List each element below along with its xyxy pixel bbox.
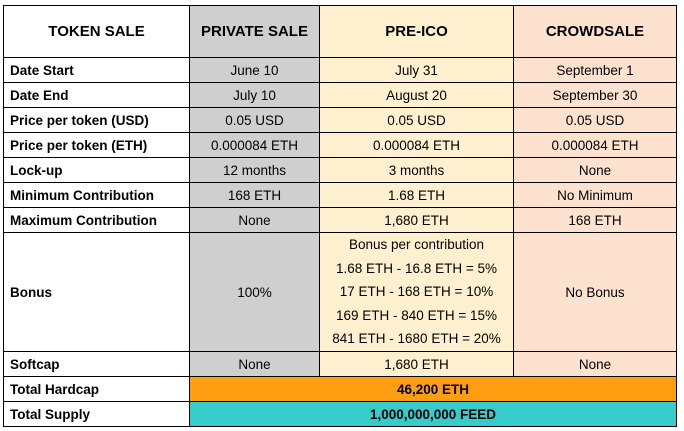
row-total-supply: Total Supply 1,000,000,000 FEED bbox=[3, 401, 677, 427]
row-total-hardcap: Total Hardcap 46,200 ETH bbox=[3, 376, 677, 402]
private-sale-cell: 0.05 USD bbox=[189, 107, 320, 133]
crowdsale-cell: None bbox=[513, 157, 677, 183]
row-label: Total Supply bbox=[3, 401, 190, 427]
pre-ico-cell: 0.05 USD bbox=[319, 107, 514, 133]
row-label: Date End bbox=[3, 82, 190, 108]
pre-ico-cell: August 20 bbox=[319, 82, 514, 108]
private-sale-cell: None bbox=[189, 351, 320, 377]
bonus-line: Bonus per contribution bbox=[348, 237, 485, 253]
row-label: Maximum Contribution bbox=[3, 207, 190, 233]
row-label: Price per token (ETH) bbox=[3, 132, 190, 158]
private-sale-cell: 12 months bbox=[189, 157, 320, 183]
private-sale-cell: None bbox=[189, 207, 320, 233]
pre-ico-cell: 1,680 ETH bbox=[319, 351, 514, 377]
pre-ico-cell: 3 months bbox=[319, 157, 514, 183]
row-date-end: Date End July 10 August 20 September 30 bbox=[3, 82, 677, 108]
header-row: TOKEN SALE PRIVATE SALE PRE-ICO CROWDSAL… bbox=[3, 5, 677, 58]
bonus-line: 1.68 ETH - 16.8 ETH = 5% bbox=[336, 260, 497, 276]
row-label: Date Start bbox=[3, 57, 190, 83]
row-max-contribution: Maximum Contribution None 1,680 ETH 168 … bbox=[3, 207, 677, 233]
private-sale-cell: 100% bbox=[189, 232, 320, 352]
crowdsale-cell: September 30 bbox=[513, 82, 677, 108]
pre-ico-bonus-cell: Bonus per contribution 1.68 ETH - 16.8 E… bbox=[319, 232, 514, 352]
pre-ico-cell: 1.68 ETH bbox=[319, 182, 514, 208]
crowdsale-cell: None bbox=[513, 351, 677, 377]
row-label: Minimum Contribution bbox=[3, 182, 190, 208]
private-sale-cell: July 10 bbox=[189, 82, 320, 108]
bonus-line: 169 ETH - 840 ETH = 15% bbox=[336, 307, 497, 323]
row-label: Lock-up bbox=[3, 157, 190, 183]
token-sale-table: TOKEN SALE PRIVATE SALE PRE-ICO CROWDSAL… bbox=[3, 5, 677, 427]
private-sale-cell: 0.000084 ETH bbox=[189, 132, 320, 158]
pre-ico-cell: 1,680 ETH bbox=[319, 207, 514, 233]
row-price-usd: Price per token (USD) 0.05 USD 0.05 USD … bbox=[3, 107, 677, 133]
row-label: Softcap bbox=[3, 351, 190, 377]
private-sale-cell: June 10 bbox=[189, 57, 320, 83]
header-pre-ico: PRE-ICO bbox=[319, 5, 514, 58]
pre-ico-cell: July 31 bbox=[319, 57, 514, 83]
crowdsale-cell: No Minimum bbox=[513, 182, 677, 208]
bonus-line: 17 ETH - 168 ETH = 10% bbox=[339, 284, 494, 300]
header-private-sale: PRIVATE SALE bbox=[189, 5, 320, 58]
crowdsale-cell: 168 ETH bbox=[513, 207, 677, 233]
crowdsale-cell: September 1 bbox=[513, 57, 677, 83]
header-token-sale: TOKEN SALE bbox=[3, 5, 190, 58]
row-lockup: Lock-up 12 months 3 months None bbox=[3, 157, 677, 183]
row-min-contribution: Minimum Contribution 168 ETH 1.68 ETH No… bbox=[3, 182, 677, 208]
row-price-eth: Price per token (ETH) 0.000084 ETH 0.000… bbox=[3, 132, 677, 158]
total-hardcap-value: 46,200 ETH bbox=[189, 376, 677, 402]
crowdsale-cell: No Bonus bbox=[513, 232, 677, 352]
private-sale-cell: 168 ETH bbox=[189, 182, 320, 208]
row-softcap: Softcap None 1,680 ETH None bbox=[3, 351, 677, 377]
total-supply-value: 1,000,000,000 FEED bbox=[189, 401, 677, 427]
bonus-line: 841 ETH - 1680 ETH = 20% bbox=[332, 331, 501, 347]
row-date-start: Date Start June 10 July 31 September 1 bbox=[3, 57, 677, 83]
row-label: Price per token (USD) bbox=[3, 107, 190, 133]
row-label: Bonus bbox=[3, 232, 190, 352]
pre-ico-cell: 0.000084 ETH bbox=[319, 132, 514, 158]
row-label: Total Hardcap bbox=[3, 376, 190, 402]
row-bonus: Bonus 100% Bonus per contribution 1.68 E… bbox=[3, 232, 677, 352]
header-crowdsale: CROWDSALE bbox=[513, 5, 677, 58]
crowdsale-cell: 0.000084 ETH bbox=[513, 132, 677, 158]
crowdsale-cell: 0.05 USD bbox=[513, 107, 677, 133]
